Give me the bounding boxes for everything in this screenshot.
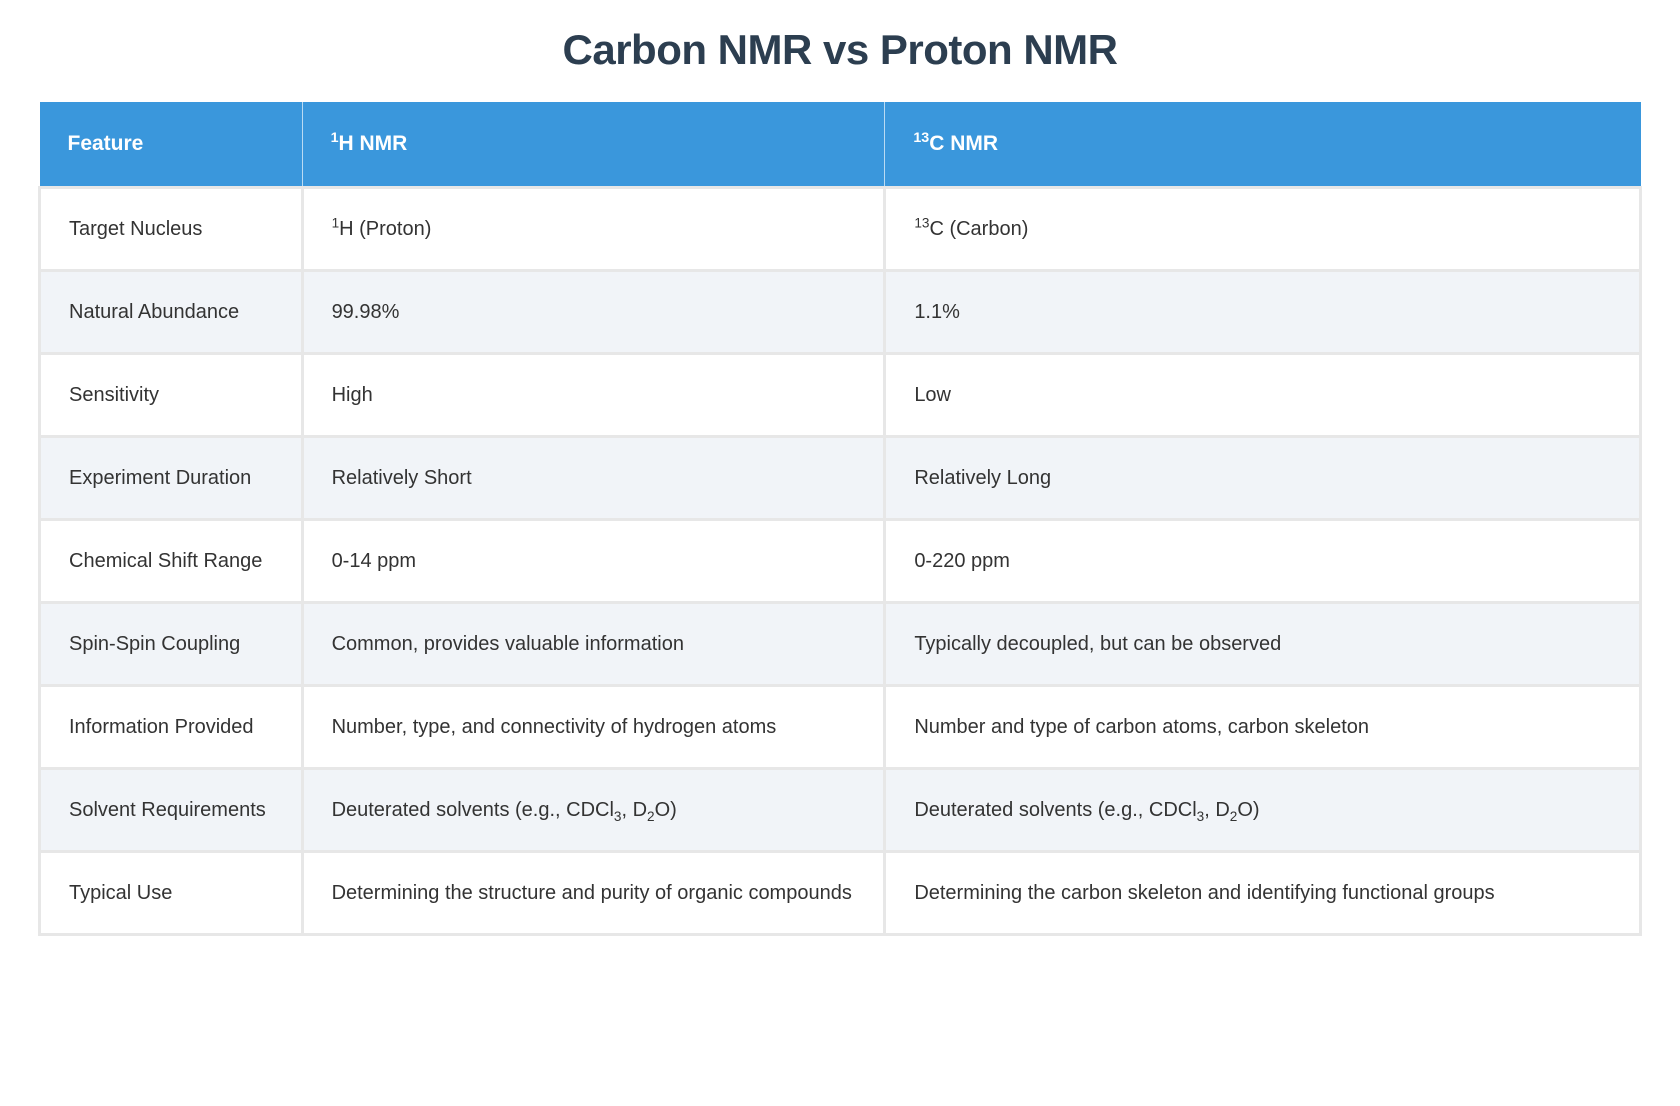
cell-feature: Experiment Duration [38, 435, 304, 522]
column-header-h-nmr: 1H NMR [301, 102, 885, 188]
cell-c-nmr: Determining the carbon skeleton and iden… [883, 850, 1642, 937]
table-row: Target Nucleus 1H (Proton) 13C (Carbon) [38, 186, 1642, 273]
cell-h-nmr: 99.98% [300, 269, 887, 356]
cell-feature: Natural Abundance [38, 269, 304, 356]
table-row: Natural Abundance 99.98% 1.1% [38, 269, 1642, 356]
cell-h-nmr: 1H (Proton) [300, 186, 887, 273]
column-header-c-nmr: 13C NMR [884, 102, 1641, 188]
cell-h-nmr: Number, type, and connectivity of hydrog… [300, 684, 887, 771]
comparison-table: Feature 1H NMR 13C NMR Target Nucleus 1H (P… [38, 102, 1642, 937]
table-row: Spin-Spin Coupling Common, provides valua… [38, 601, 1642, 688]
table-body: Target Nucleus 1H (Proton) 13C (Carbon) Nat… [38, 186, 1642, 937]
table-row: Solvent Requirements Deuterated solvents … [38, 767, 1642, 854]
cell-feature: Spin-Spin Coupling [38, 601, 304, 688]
page-title: Carbon NMR vs Proton NMR [562, 26, 1119, 73]
cell-c-nmr: Low [883, 352, 1642, 439]
cell-feature: Sensitivity [38, 352, 304, 439]
cell-c-nmr: Typically decoupled, but can be observed [883, 601, 1642, 688]
table-header-row: Feature 1H NMR 13C NMR [39, 102, 1641, 188]
cell-h-nmr: Relatively Short [300, 435, 887, 522]
cell-feature: Information Provided [38, 684, 304, 771]
cell-h-nmr: Determining the structure and purity of … [300, 850, 887, 937]
cell-h-nmr: High [300, 352, 887, 439]
cell-h-nmr: Common, provides valuable information [300, 601, 887, 688]
cell-c-nmr: Number and type of carbon atoms, carbon … [883, 684, 1642, 771]
cell-c-nmr: 13C (Carbon) [883, 186, 1642, 273]
page: Carbon NMR vs Proton NMR Feature 1H NMR 13… [38, 26, 1642, 937]
table-header: Feature 1H NMR 13C NMR [39, 102, 1641, 188]
cell-c-nmr: Deuterated solvents (e.g., CDCl3, D2O) [883, 767, 1642, 854]
cell-c-nmr: 1.1% [883, 269, 1642, 356]
table-row: Sensitivity High Low [38, 352, 1642, 439]
table-row: Chemical Shift Range 0-14 ppm 0-220 ppm [38, 518, 1642, 605]
column-header-feature: Feature [39, 102, 303, 188]
cell-h-nmr: 0-14 ppm [300, 518, 887, 605]
cell-feature: Chemical Shift Range [38, 518, 304, 605]
table-row: Information Provided Number, type, and co… [38, 684, 1642, 771]
cell-c-nmr: 0-220 ppm [883, 518, 1642, 605]
cell-feature: Solvent Requirements [38, 767, 304, 854]
cell-h-nmr: Deuterated solvents (e.g., CDCl3, D2O) [300, 767, 887, 854]
cell-feature: Typical Use [38, 850, 304, 937]
cell-c-nmr: Relatively Long [883, 435, 1642, 522]
table-row: Typical Use Determining the structure and… [38, 850, 1642, 937]
table-row: Experiment Duration Relatively Short Relat… [38, 435, 1642, 522]
cell-feature: Target Nucleus [38, 186, 304, 273]
